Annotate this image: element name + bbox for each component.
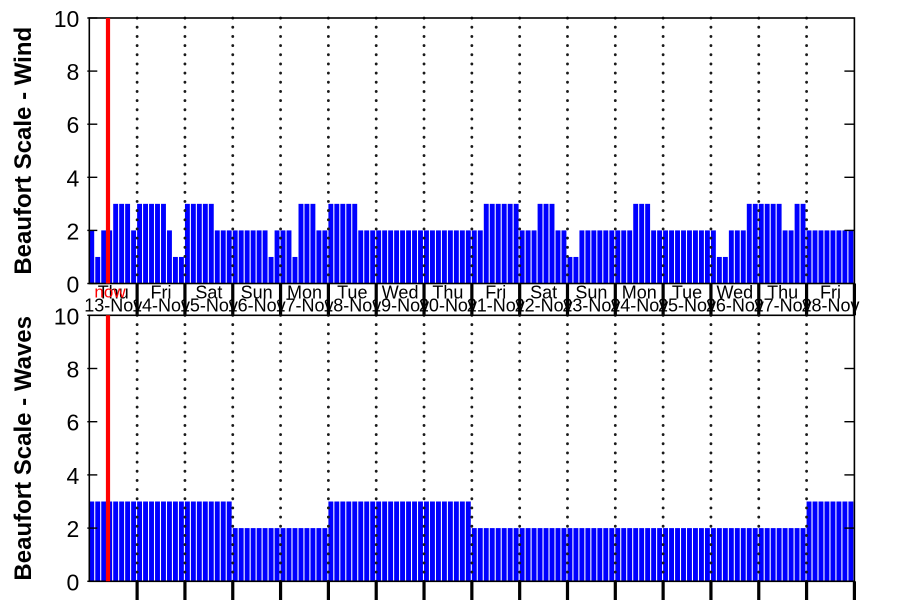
svg-text:28-Nov: 28-Nov (801, 296, 859, 316)
svg-text:10: 10 (54, 303, 80, 329)
svg-text:8: 8 (67, 59, 80, 85)
svg-text:Beaufort Scale - Wind: Beaufort Scale - Wind (10, 27, 37, 275)
svg-text:6: 6 (67, 112, 80, 138)
svg-text:2: 2 (67, 516, 80, 542)
svg-text:0: 0 (67, 569, 80, 595)
svg-text:0: 0 (67, 272, 80, 298)
svg-text:10: 10 (54, 6, 80, 32)
svg-text:6: 6 (67, 410, 80, 436)
svg-text:2: 2 (67, 218, 80, 244)
svg-text:4: 4 (67, 463, 80, 489)
svg-text:4: 4 (67, 165, 80, 191)
svg-text:Beaufort Scale - Waves: Beaufort Scale - Waves (10, 316, 37, 581)
svg-text:8: 8 (67, 357, 80, 383)
